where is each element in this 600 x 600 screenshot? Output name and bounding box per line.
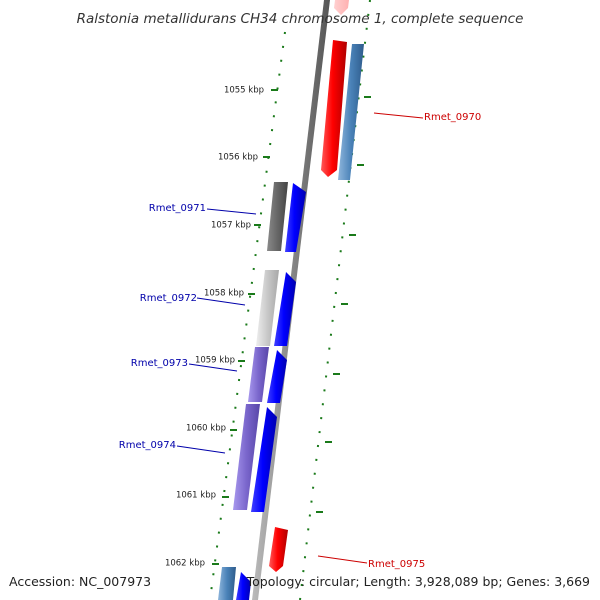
leader-line-rmet-0970 [373,112,424,119]
gene-rmet-0970 [321,40,347,177]
gene-label-rmet-0974[interactable]: Rmet_0974 [119,440,176,451]
cog-rmet-0972 [256,270,279,346]
cog-rmet-0973 [248,347,269,402]
outer-track-left [209,31,286,600]
minor-ticks [316,96,371,513]
map-title: Ralstonia metallidurans CH34 chromosome … [77,11,524,27]
tick-label: 1058 kbp [204,289,244,299]
cog-rmet-0974 [233,404,260,510]
leader-line-rmet-0974 [176,445,226,454]
tick-label: 1055 kbp [224,86,264,96]
leader-line-rmet-0973 [188,363,238,372]
gene-rmet-0974 [251,407,277,512]
tick-label: 1060 kbp [186,424,226,434]
gene-label-rmet-0971[interactable]: Rmet_0971 [149,203,206,214]
gene-top-partial [334,0,349,15]
accession-text: Accession: NC_007973 [9,574,151,589]
tick-label: 1061 kbp [176,491,216,501]
leader-line-rmet-0971 [206,208,257,215]
gene-rmet-0975 [269,527,288,572]
cog-rmet-0971 [267,182,288,251]
leader-line-rmet-0972 [196,297,246,306]
tick-label: 1062 kbp [165,559,205,569]
gene-label-rmet-0972[interactable]: Rmet_0972 [140,293,197,304]
tick-label: 1059 kbp [195,356,235,366]
gene-rmet-0971 [285,183,306,252]
gene-bottom-partial [236,572,251,600]
tick-label: 1057 kbp [211,221,251,231]
tick-marks: 1055 kbp 1056 kbp 1057 kbp 1058 kbp 1059… [165,86,278,569]
leader-line-rmet-0975 [317,555,368,564]
tick-label: 1056 kbp [218,153,258,163]
topology-text: Topology: circular; Length: 3,928,089 bp… [246,574,590,589]
cog-rmet-0970 [338,44,364,180]
gene-rmet-0972 [274,272,296,346]
gene-label-rmet-0970[interactable]: Rmet_0970 [424,112,481,123]
cog-bottom-partial [218,567,236,600]
gene-rmet-0973 [267,350,287,403]
gene-label-rmet-0975[interactable]: Rmet_0975 [368,559,425,570]
gene-label-rmet-0973[interactable]: Rmet_0973 [131,358,188,369]
